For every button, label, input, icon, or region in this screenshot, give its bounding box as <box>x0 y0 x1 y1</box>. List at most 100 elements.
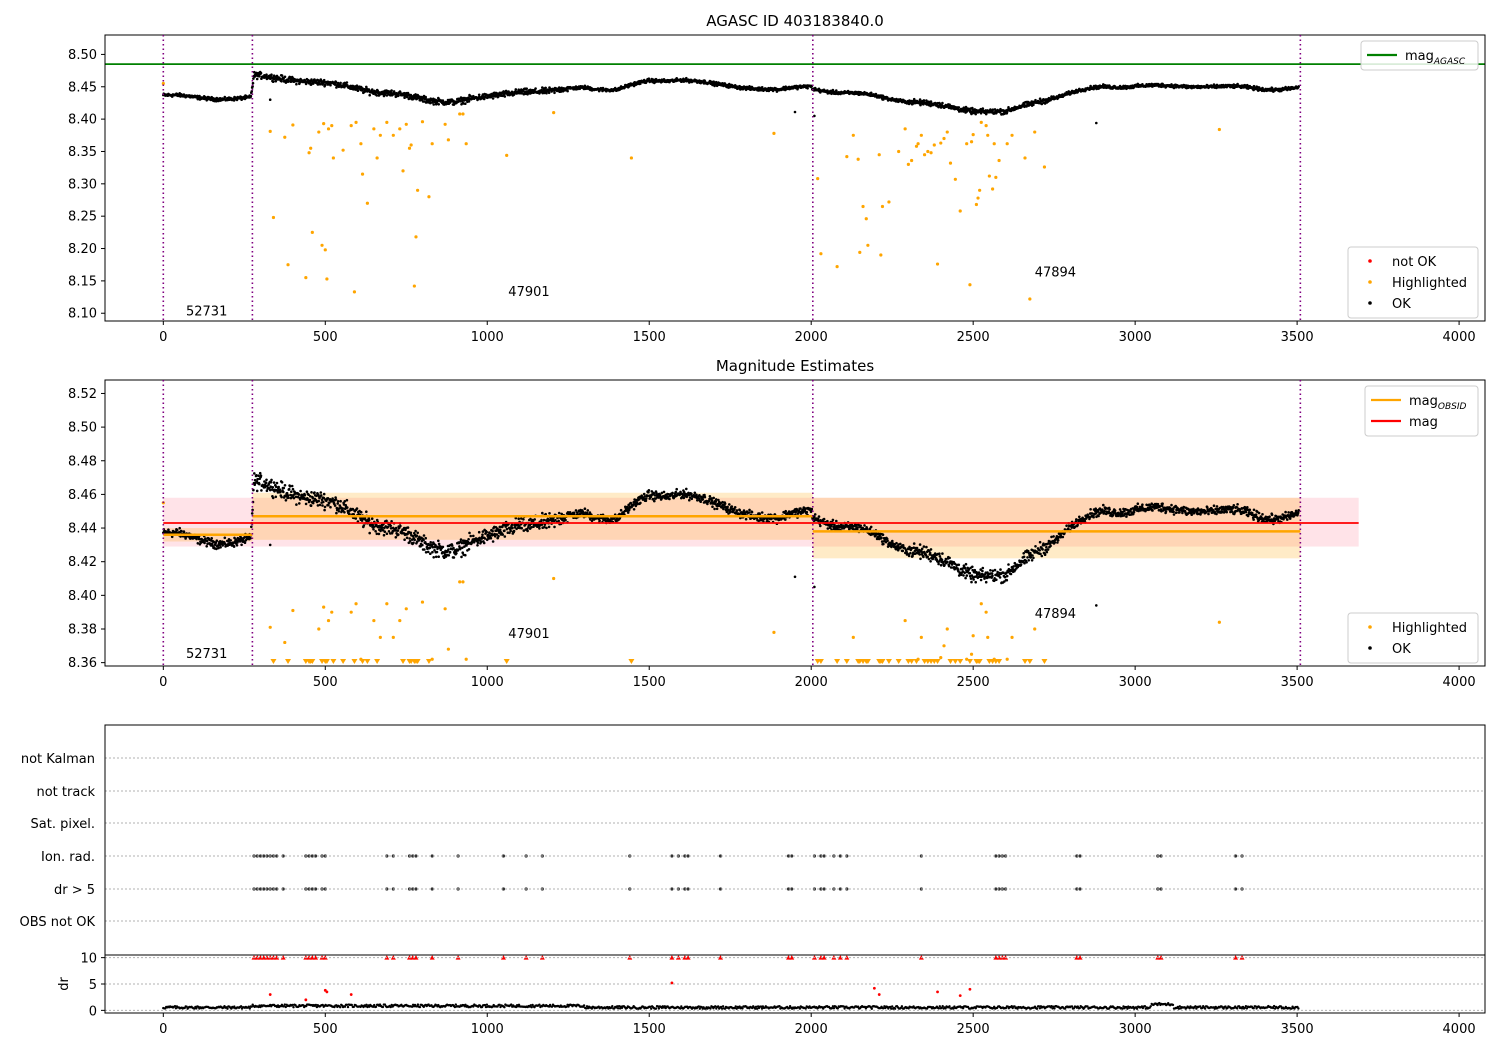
ok-point <box>937 562 940 566</box>
highlighted-point <box>323 248 327 252</box>
ok-point <box>863 524 866 527</box>
ok-point <box>963 571 966 574</box>
ok-point <box>817 515 821 518</box>
ok-point <box>760 511 764 514</box>
highlighted-point <box>341 148 345 152</box>
ok-point <box>545 526 548 530</box>
highlighted-point <box>919 133 923 137</box>
ok-point <box>210 537 213 540</box>
ok-point <box>448 550 452 554</box>
ok-point <box>345 81 349 84</box>
ok-point <box>491 540 495 543</box>
ok-point <box>918 543 922 546</box>
ok-point <box>922 555 925 559</box>
ok-point <box>435 550 439 554</box>
highlighted-point <box>772 131 776 135</box>
ok-point <box>270 478 273 482</box>
highlighted-point <box>958 209 962 213</box>
ok-point <box>503 95 507 98</box>
ok-point <box>520 526 523 530</box>
ok-point <box>526 529 529 533</box>
ok-point <box>284 499 288 502</box>
ok-point <box>464 553 467 557</box>
ok-point <box>313 491 316 494</box>
ok-point <box>385 94 389 97</box>
highlighted-point <box>986 133 990 137</box>
ok-point <box>271 496 275 500</box>
ok-point <box>970 580 973 584</box>
ok-point <box>907 554 911 558</box>
y-tick-label: 8.35 <box>68 145 97 160</box>
ok-point <box>295 82 298 86</box>
ok-point <box>1040 554 1044 558</box>
ok-point <box>423 548 426 551</box>
ok-point <box>541 511 544 515</box>
ok-point <box>255 489 259 493</box>
ok-point <box>370 517 374 520</box>
ok-point <box>283 484 287 487</box>
ok-point <box>249 537 252 540</box>
ok-point <box>712 496 715 500</box>
ok-point <box>250 512 254 515</box>
ok-point <box>517 517 520 521</box>
x-tick-label: 500 <box>313 330 338 345</box>
ok-point <box>583 507 587 511</box>
highlighted-point <box>427 195 431 199</box>
highlighted-point <box>939 141 943 145</box>
ok-point <box>432 556 436 559</box>
ok-point <box>277 485 281 489</box>
highlighted-point <box>1010 133 1014 137</box>
ok-point <box>175 528 179 532</box>
ok-point <box>337 510 341 513</box>
ok-point <box>424 95 428 99</box>
ok-point <box>167 528 170 531</box>
ok-point <box>368 93 372 97</box>
highlighted-point <box>322 122 326 126</box>
ok-point <box>275 481 279 485</box>
ok-point <box>639 501 642 505</box>
ok-point <box>394 536 398 539</box>
highlighted-point <box>879 253 883 257</box>
highlighted-point <box>326 127 331 131</box>
highlighted-point <box>974 202 979 207</box>
highlighted-point <box>916 142 920 146</box>
ok-point <box>938 555 942 558</box>
ok-point <box>557 519 560 523</box>
ok-point <box>891 539 894 543</box>
ok-point <box>688 498 691 502</box>
obsid-label: 47894 <box>1035 265 1076 280</box>
ok-point <box>323 508 326 512</box>
ok-point <box>981 569 984 573</box>
ok-point <box>723 502 727 505</box>
highlighted-point <box>352 290 357 294</box>
ok-point <box>538 527 541 530</box>
ok-point <box>355 507 359 510</box>
highlighted-point <box>420 120 425 124</box>
ok-point <box>333 504 337 507</box>
ok-point <box>318 503 322 507</box>
ok-point <box>259 71 263 75</box>
highlighted-point <box>984 123 988 128</box>
ok-point <box>965 574 969 577</box>
y-tick-label: 8.15 <box>68 274 97 289</box>
ok-point <box>1038 549 1041 552</box>
ok-point <box>389 524 393 528</box>
ok-point <box>282 490 285 494</box>
ok-point <box>1007 563 1010 566</box>
ok-point <box>919 557 922 561</box>
highlighted-point <box>864 217 868 221</box>
ok-point <box>886 539 889 543</box>
highlighted-point <box>942 136 946 141</box>
ok-point <box>322 500 325 504</box>
ok-point <box>310 491 313 494</box>
highlighted-point <box>375 156 379 160</box>
ok-point <box>714 500 718 503</box>
highlighted-point <box>1028 297 1032 301</box>
ok-point <box>534 87 537 90</box>
ok-point <box>793 110 797 114</box>
ok-point <box>467 100 471 103</box>
ok-point <box>287 496 290 500</box>
highlighted-point <box>291 123 295 127</box>
